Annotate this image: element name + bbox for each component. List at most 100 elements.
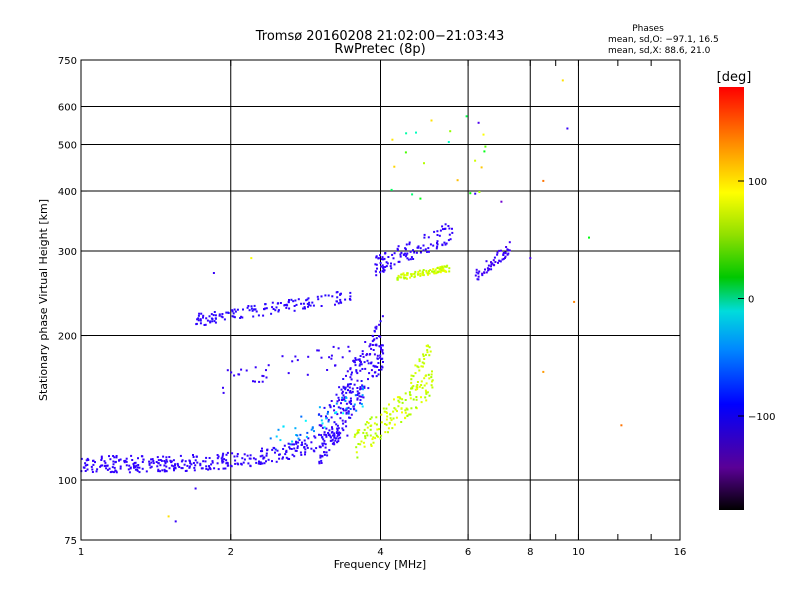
data-point (210, 463, 213, 466)
data-point (341, 392, 344, 395)
data-point (368, 345, 371, 348)
data-point (423, 377, 426, 380)
data-point (359, 360, 362, 363)
data-point (444, 223, 447, 226)
data-point (95, 470, 98, 473)
data-point (213, 320, 216, 323)
data-point (438, 234, 441, 237)
data-point (311, 427, 314, 430)
data-point (404, 255, 407, 258)
axis-ticks: 1 2 4 6 8 10 16 75 100 200 300 400 500 600 750 (58, 56, 686, 558)
data-point (304, 453, 306, 456)
data-point (465, 115, 468, 118)
data-point (237, 463, 240, 466)
data-point (379, 271, 382, 274)
data-point (226, 451, 229, 454)
data-point (198, 312, 201, 315)
data-point (323, 451, 325, 454)
data-point (261, 380, 264, 383)
data-point (118, 459, 120, 462)
data-point (295, 442, 298, 445)
data-point (148, 463, 151, 466)
data-point (208, 315, 211, 318)
data-point (441, 225, 444, 228)
data-point (253, 304, 256, 307)
colorbar-label: [deg] (717, 70, 752, 85)
data-point (317, 349, 320, 352)
data-point (367, 362, 370, 365)
data-point (363, 385, 366, 388)
data-point (405, 243, 408, 246)
data-point (529, 257, 532, 260)
data-point (251, 309, 254, 312)
data-point (342, 394, 345, 397)
data-point (296, 445, 299, 448)
data-point (320, 415, 323, 418)
data-point (393, 263, 396, 266)
data-point (376, 354, 379, 357)
data-point (125, 457, 128, 460)
data-point (379, 356, 382, 359)
data-point (303, 439, 306, 442)
data-point (333, 434, 336, 437)
data-point (409, 258, 412, 261)
data-point (363, 386, 366, 389)
data-point (426, 349, 429, 352)
data-point (293, 443, 295, 446)
data-point (336, 427, 339, 430)
data-point (340, 388, 343, 391)
data-point (236, 453, 239, 455)
data-point (227, 464, 229, 467)
data-point (350, 399, 352, 402)
data-point (259, 463, 262, 465)
data-point (369, 418, 372, 420)
data-point (140, 455, 143, 458)
data-point (385, 265, 388, 268)
data-point (428, 272, 431, 275)
data-point (341, 427, 344, 430)
data-point (327, 294, 330, 297)
data-point (232, 312, 235, 315)
data-point (339, 436, 342, 439)
data-point (427, 236, 430, 239)
data-point (267, 364, 270, 367)
colorbar-tick-label: 100 (748, 177, 767, 188)
data-point (382, 361, 384, 363)
data-point (341, 399, 343, 401)
data-point (132, 464, 135, 467)
data-point (374, 371, 377, 374)
data-point (396, 247, 399, 250)
data-point (386, 262, 389, 265)
data-point (178, 466, 181, 468)
data-point (372, 441, 375, 444)
data-point (478, 270, 481, 273)
data-point (87, 459, 90, 461)
data-point (241, 316, 244, 319)
data-point (303, 446, 306, 448)
data-point (373, 353, 376, 356)
data-point (172, 459, 175, 462)
data-point (282, 425, 285, 428)
data-point (86, 463, 89, 466)
data-point (170, 464, 173, 467)
data-point (250, 305, 253, 308)
data-point (400, 251, 403, 254)
data-point (278, 453, 281, 456)
x-tick-label: 2 (228, 547, 234, 558)
data-point (410, 256, 413, 259)
data-point (384, 252, 387, 255)
data-point (424, 353, 427, 356)
data-point (449, 238, 452, 241)
data-point (188, 465, 191, 468)
data-point (340, 411, 343, 414)
data-point (378, 345, 381, 348)
data-point (542, 179, 545, 182)
data-point (416, 388, 419, 391)
colorbar-ticks: 100 0 −100 (738, 177, 775, 423)
data-point (341, 390, 344, 393)
data-point (275, 435, 278, 438)
data-point (334, 412, 337, 415)
data-point (309, 304, 312, 307)
data-point (194, 459, 197, 462)
data-point (405, 274, 408, 277)
